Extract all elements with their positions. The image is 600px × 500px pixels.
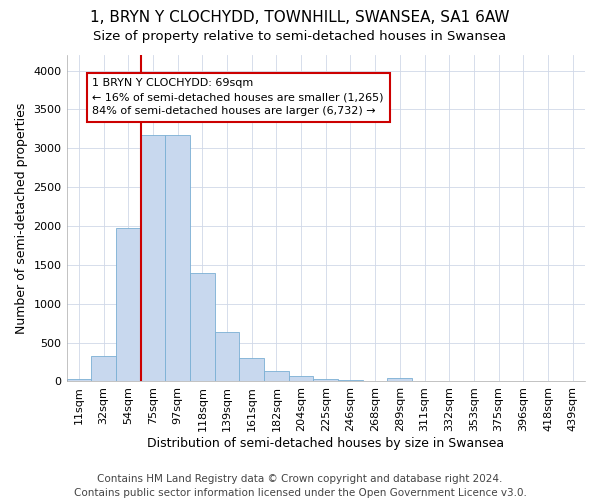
Bar [264,372,289,382]
Text: 1, BRYN Y CLOCHYDD, TOWNHILL, SWANSEA, SA1 6AW: 1, BRYN Y CLOCHYDD, TOWNHILL, SWANSEA, S… [90,10,510,25]
X-axis label: Distribution of semi-detached houses by size in Swansea: Distribution of semi-detached houses by … [147,437,505,450]
Bar [165,135,190,382]
Text: Size of property relative to semi-detached houses in Swansea: Size of property relative to semi-detach… [94,30,506,43]
Y-axis label: Number of semi-detached properties: Number of semi-detached properties [15,102,28,334]
Bar [289,376,313,382]
Text: Contains HM Land Registry data © Crown copyright and database right 2024.
Contai: Contains HM Land Registry data © Crown c… [74,474,526,498]
Bar [91,356,116,382]
Text: 1 BRYN Y CLOCHYDD: 69sqm
← 16% of semi-detached houses are smaller (1,265)
84% o: 1 BRYN Y CLOCHYDD: 69sqm ← 16% of semi-d… [92,78,384,116]
Bar [239,358,264,382]
Bar [116,228,140,382]
Bar [388,378,412,382]
Bar [67,378,91,382]
Bar [190,272,215,382]
Bar [215,332,239,382]
Bar [338,380,363,382]
Bar [313,379,338,382]
Bar [140,135,165,382]
